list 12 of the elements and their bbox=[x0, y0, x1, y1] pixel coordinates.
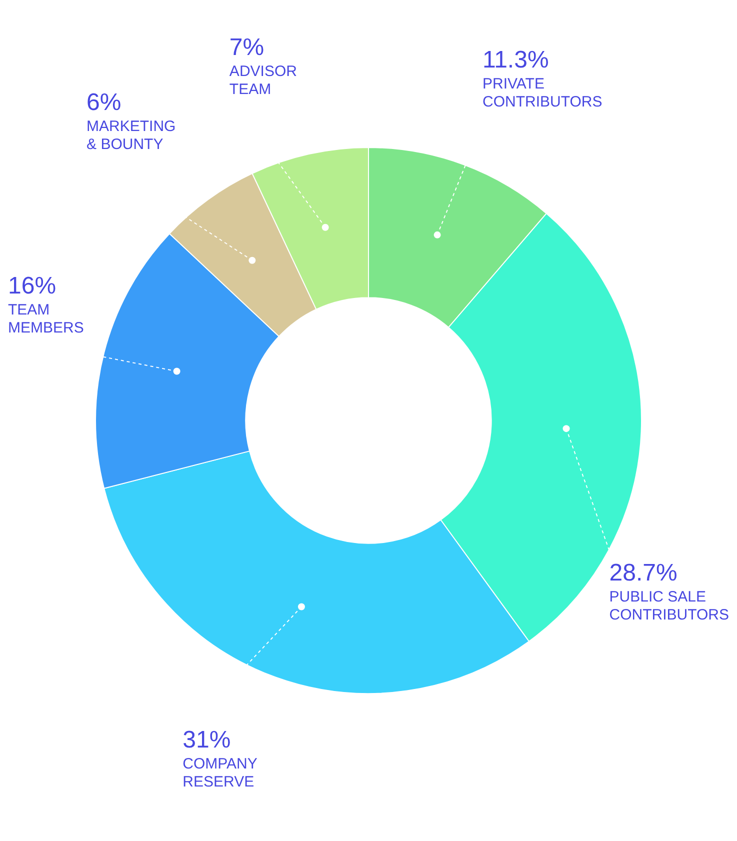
data-label: 7% bbox=[229, 34, 264, 62]
slice-label: COMPANY RESERVE bbox=[182, 756, 258, 791]
slice-label: ADVISOR TEAM bbox=[229, 63, 298, 98]
slice-label: PUBLIC SALE CONTRIBUTORS bbox=[609, 588, 730, 624]
data-label: 6% bbox=[86, 88, 122, 116]
slice-label: TEAM MEMBERS bbox=[8, 302, 84, 337]
data-label: 11.3% bbox=[482, 46, 549, 74]
slice-label: PRIVATE CONTRIBUTORS bbox=[482, 76, 602, 111]
data-label: 28.7% bbox=[609, 560, 678, 587]
data-label: 16% bbox=[8, 272, 56, 300]
slice-label: MARKETING & BOUNTY bbox=[86, 118, 176, 153]
data-label: 31% bbox=[182, 726, 231, 754]
